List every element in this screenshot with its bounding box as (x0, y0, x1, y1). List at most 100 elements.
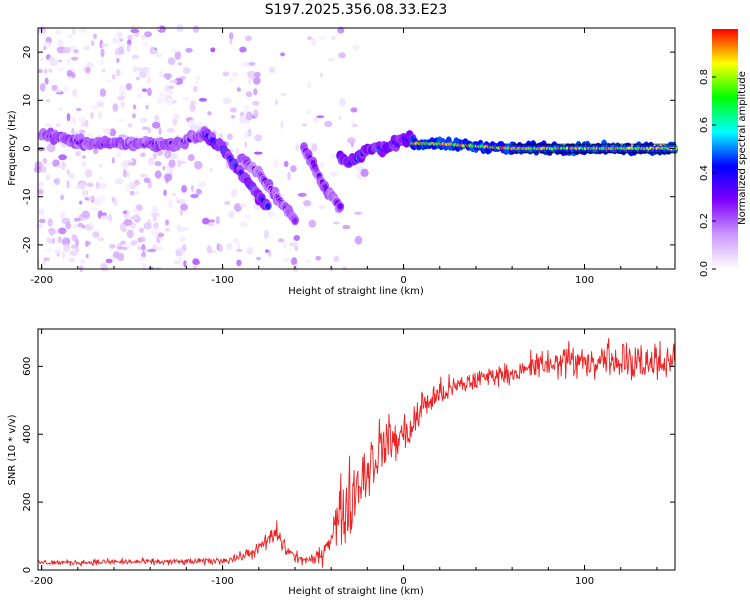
spectrogram-noise-point (57, 236, 62, 244)
spectrogram-noise-point (185, 47, 193, 53)
spectrogram-noise-point (181, 185, 188, 193)
spectrogram-noise-point (45, 249, 54, 252)
spectrogram-ridge-point (292, 217, 298, 224)
spectrogram-noise-point (130, 240, 138, 246)
spectrogram-noise-point (86, 61, 94, 68)
spectrogram-noise-point (35, 223, 44, 229)
spectrogram-noise-point (127, 34, 133, 40)
spectrogram-noise-point (145, 104, 149, 110)
spectrogram-noise-point (72, 88, 78, 97)
spectrogram-noise-point (68, 257, 76, 263)
spectrogram-noise-point (354, 211, 363, 215)
spectrogram-noise-point (138, 227, 145, 233)
spectrogram-noise-point (93, 148, 99, 155)
spectrogram-noise-point (360, 168, 369, 177)
colorbar-ticks: 0.0 0.2 0.4 0.6 0.8 (699, 69, 716, 277)
spectrogram-noise-point (68, 173, 76, 179)
spectrogram-noise-point (158, 127, 162, 136)
spectrogram-noise-point (333, 255, 340, 263)
snr-frame (37, 328, 676, 571)
spectrogram-noise-point (122, 210, 128, 215)
spectrogram-noise-point (156, 246, 165, 252)
spectrogram-noise-point (58, 107, 63, 111)
figure-title: S197.2025.356.08.33.E23 (265, 2, 448, 18)
spectrogram-noise-point (78, 28, 87, 33)
spectrogram-noise-point (141, 126, 150, 130)
spectrogram-noise-point (159, 91, 168, 98)
spectrogram-noise-point (174, 51, 182, 60)
spectrogram-noise-point (86, 241, 91, 246)
spectrogram-noise-point (195, 121, 204, 127)
spectrogram-noise-point (51, 237, 55, 244)
spectrogram-noise-point (304, 259, 311, 263)
spectrogram-noise-point (60, 194, 65, 201)
spectrogram-noise-point (182, 243, 187, 251)
spectrogram-noise-point (92, 231, 100, 239)
snr-xtick-label: -200 (30, 576, 53, 587)
spectrogram-noise-point (229, 39, 233, 45)
spectrogram-noise-point (97, 237, 105, 242)
spectrogram-noise-point (111, 196, 116, 203)
spectrogram-noise-point (126, 210, 130, 215)
spectrogram-noise-point (153, 222, 159, 230)
spectrogram-noise-point (100, 215, 109, 221)
spectrogram-noise-point (245, 91, 253, 98)
spectrogram-noise-point (239, 46, 247, 53)
spectrogram-noise-point (54, 89, 62, 93)
spectrogram-noise-point (311, 143, 318, 152)
spectrogram-ylabel: Frequency (Hz) (7, 110, 18, 186)
colorbar-tick-label: 0.8 (699, 69, 710, 85)
spectrogram-noise-point (61, 251, 66, 259)
spectrogram-noise-point (252, 100, 260, 106)
spectrogram-noise-point (243, 131, 249, 140)
spectrogram-noise-point (320, 72, 323, 78)
spectrogram-noise-point (126, 242, 132, 251)
spectrogram-noise-point (319, 161, 324, 169)
spectrogram-noise-point (118, 46, 125, 55)
spectrogram-noise-point (145, 69, 150, 77)
spectrogram-noise-point (66, 69, 73, 77)
colorbar-gradient (712, 29, 738, 269)
spectrogram-noise-point (172, 112, 181, 120)
spectrogram-noise-point (127, 123, 133, 128)
spectrogram-noise-point (138, 71, 147, 78)
spectrogram-noise-point (90, 40, 95, 47)
spectrogram-noise-point (73, 217, 81, 222)
spectrogram-noise-point (194, 160, 203, 170)
colorbar-tick-label: 0.2 (699, 213, 710, 229)
spectrogram-noise-point (342, 265, 348, 271)
spectrogram-noise-point (36, 259, 41, 266)
spectrogram-noise-point (63, 243, 70, 253)
spectrogram-noise-point (96, 101, 105, 108)
spectrogram-noise-point (324, 120, 333, 128)
spectrogram-noise-point (116, 246, 125, 250)
spectrogram-noise-point (142, 263, 147, 269)
spectrogram-noise-point (207, 111, 212, 116)
spectrogram-noise-point (100, 59, 104, 66)
spectrogram-noise-point (86, 182, 94, 187)
spectrogram-noise-point (171, 100, 176, 105)
spectrogram-noise-point (193, 265, 197, 269)
spectrogram-noise-point (131, 54, 140, 60)
spectrogram-noise-point (181, 97, 191, 101)
spectrogram-noise-point (137, 93, 142, 99)
spectrogram-noise-point (180, 227, 190, 231)
spectrogram-noise-point (72, 27, 76, 35)
spectrogram-noise-point (103, 128, 111, 135)
spectrogram-noise-point (139, 173, 148, 178)
spectrogram-noise-point (117, 252, 125, 262)
spectrogram-noise-point (97, 110, 103, 120)
spectrogram-noise-point (122, 168, 127, 178)
spectrogram-noise-point (179, 236, 186, 242)
spectrogram-noise-point (287, 171, 291, 181)
spectrogram-noise-point (126, 229, 134, 239)
spectrogram-noise-point (118, 134, 127, 138)
spectrogram-noise-point (43, 41, 52, 48)
spectrogram-noise-point (165, 152, 169, 158)
spectrogram-noise-point (164, 173, 173, 182)
spectrogram-noise-point (280, 52, 285, 57)
spectrogram-noise-point (297, 192, 307, 197)
spectrogram-noise-point (141, 34, 146, 41)
spectrogram-noise-point (148, 157, 154, 166)
snr-xtick-label: 100 (575, 576, 594, 587)
